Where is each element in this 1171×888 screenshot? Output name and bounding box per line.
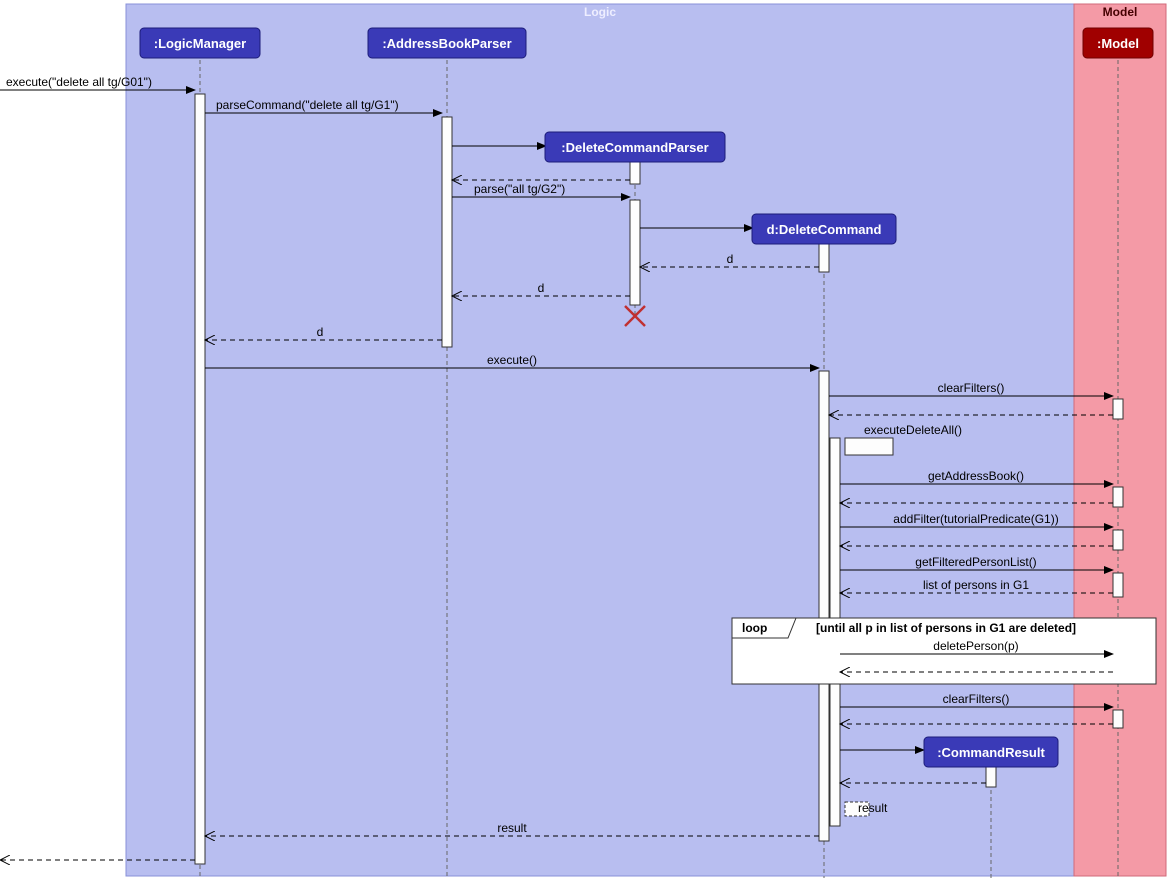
- model-region: [1074, 4, 1166, 876]
- message-1-label: parseCommand("delete all tg/G1"): [216, 98, 399, 112]
- activation-cr_create: [986, 767, 996, 787]
- message-9-label: execute(): [487, 353, 537, 367]
- lifeline-label-logicManager: :LogicManager: [154, 36, 246, 51]
- logic-region-label: Logic: [584, 5, 616, 19]
- activation-model_clearFilters1: [1113, 399, 1123, 419]
- lifeline-label-model: :Model: [1097, 36, 1139, 51]
- message-10-label: clearFilters(): [938, 381, 1005, 395]
- activation-logicManager_main: [195, 94, 205, 864]
- lifeline-label-deleteCommand: d:DeleteCommand: [767, 222, 882, 237]
- message-13-label: getAddressBook(): [928, 469, 1024, 483]
- lifeline-label-addressBookParser: :AddressBookParser: [382, 36, 511, 51]
- activation-dc_execute: [819, 371, 829, 841]
- activation-abp_main: [442, 117, 452, 347]
- activation-dcp2: [630, 200, 640, 305]
- activation-model_getAB: [1113, 487, 1123, 507]
- message-0-label: execute("delete all tg/G01"): [6, 75, 152, 89]
- message-18-label: list of persons in G1: [923, 578, 1029, 592]
- message-4-label: parse("all tg/G2"): [474, 182, 565, 196]
- message-21-label: clearFilters(): [943, 692, 1010, 706]
- loop-guard: [until all p in list of persons in G1 ar…: [816, 621, 1076, 635]
- message-26-label: result: [497, 821, 527, 835]
- activation-model_clearFilters2: [1113, 710, 1123, 728]
- message-8-label: d: [317, 325, 324, 339]
- message-25-label: result: [858, 801, 888, 815]
- activation-model_addFilter: [1113, 530, 1123, 550]
- message-17-label: getFilteredPersonList(): [915, 555, 1036, 569]
- message-19-label: deletePerson(p): [933, 639, 1018, 653]
- activation-exec_all_stub: [845, 438, 893, 455]
- activation-model_getList: [1113, 573, 1123, 597]
- loop-label: loop: [742, 621, 767, 635]
- lifeline-label-commandResult: :CommandResult: [937, 745, 1045, 760]
- model-region-label: Model: [1103, 5, 1138, 19]
- activation-dcp1: [630, 162, 640, 184]
- lifeline-label-deleteCommandParser: :DeleteCommandParser: [561, 140, 708, 155]
- sequence-diagram: Logic Model loop [until all p in list of p…: [0, 0, 1171, 888]
- activation-dc_create: [819, 244, 829, 272]
- message-6-label: d: [727, 252, 734, 266]
- message-15-label: addFilter(tutorialPredicate(G1)): [893, 512, 1058, 526]
- message-12-label: executeDeleteAll(): [864, 423, 962, 437]
- message-7-label: d: [538, 281, 545, 295]
